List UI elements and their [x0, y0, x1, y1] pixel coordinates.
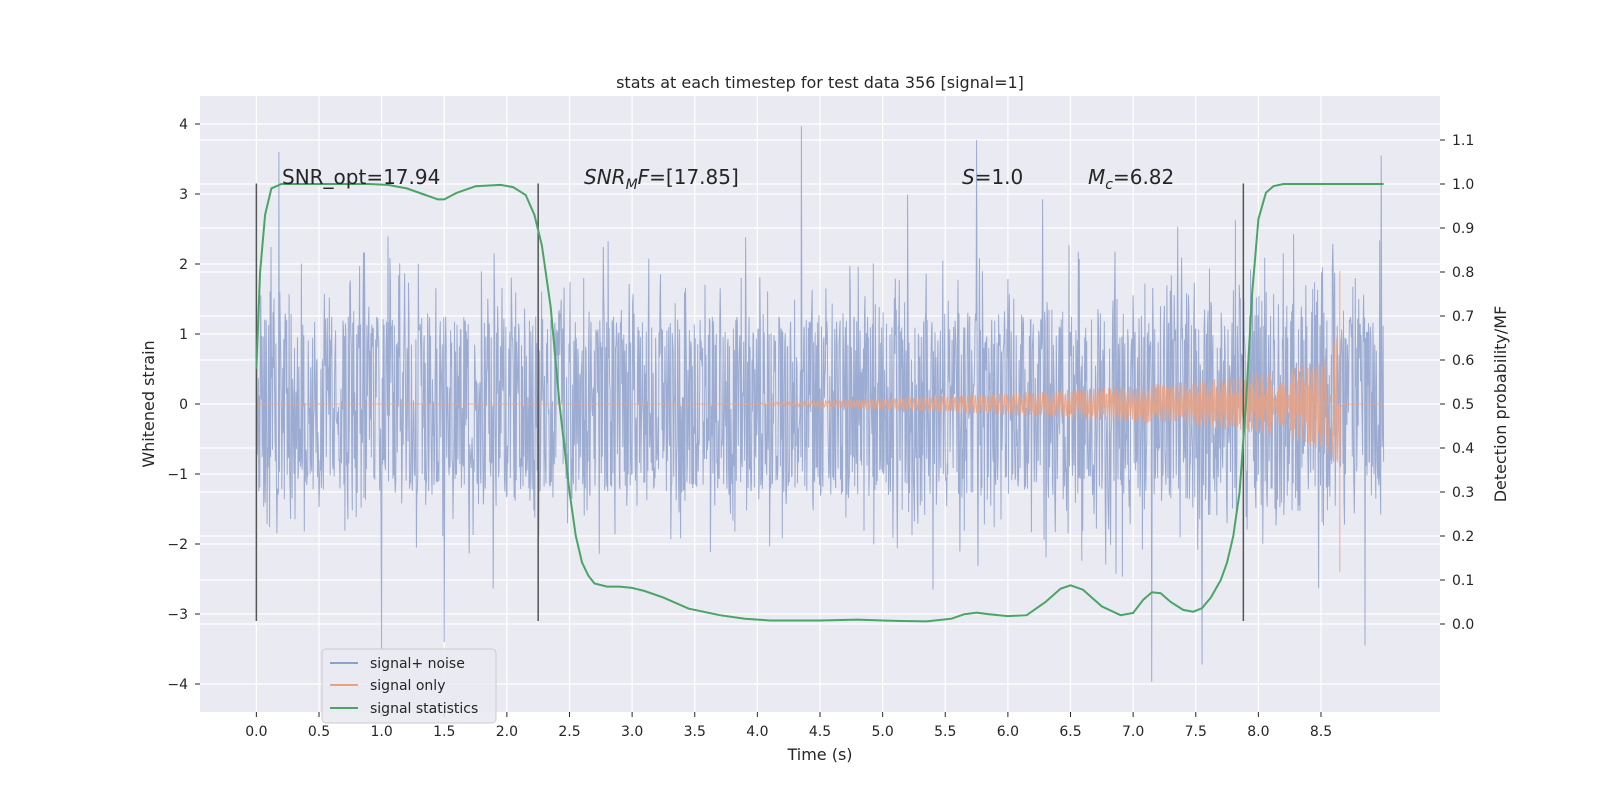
signal-only-series — [256, 271, 1384, 572]
y-right-tick-label: 0.2 — [1452, 529, 1474, 545]
y-left-tick-label: 2 — [179, 257, 188, 273]
x-tick-label: 5.5 — [934, 724, 956, 740]
y-left-tick-label: 0 — [179, 397, 188, 413]
y-right-tick-label: 0.6 — [1452, 353, 1474, 369]
chart-title: stats at each timestep for test data 356… — [616, 73, 1024, 92]
y-right-tick-label: 0.3 — [1452, 485, 1474, 501]
x-axis-ticks: 0.0 0.5 1.0 1.5 2.0 2.5 3.0 3.5 4.0 4.5 5.0 5.5 6.0 6… — [245, 712, 1332, 740]
y-axis-left-ticks: 4 3 2 1 0 −1 −2 −3 −4 — [167, 117, 200, 693]
y-right-tick-label: 1.1 — [1452, 133, 1474, 149]
vertical-markers — [255, 183, 1245, 621]
x-tick-label: 3.0 — [621, 724, 643, 740]
y-axis-right-label: Detection probability/MF — [1491, 306, 1510, 503]
x-tick-label: 1.5 — [433, 724, 455, 740]
x-tick-label: 6.0 — [997, 724, 1019, 740]
x-tick-label: 0.5 — [308, 724, 330, 740]
x-tick-label: 4.5 — [809, 724, 831, 740]
y-right-tick-label: 0.9 — [1452, 221, 1474, 237]
signal-statistics-series — [255, 183, 1384, 623]
plot-content — [255, 126, 1385, 682]
x-tick-label: 0.0 — [245, 724, 267, 740]
annotation-s-value: =1.0 — [975, 165, 1024, 189]
y-left-tick-label: −2 — [167, 537, 188, 553]
legend-label-noise: signal+ noise — [370, 656, 465, 672]
x-axis-label: Time (s) — [786, 745, 852, 764]
x-tick-label: 1.0 — [370, 724, 392, 740]
signal-plus-noise-series — [255, 126, 1385, 682]
x-tick-label: 7.0 — [1122, 724, 1144, 740]
x-tick-label: 4.0 — [746, 724, 768, 740]
y-left-tick-label: 4 — [179, 117, 188, 133]
legend-box — [321, 648, 497, 724]
y-left-tick-label: −4 — [167, 677, 188, 693]
y-right-tick-label: 0.4 — [1452, 441, 1474, 457]
legend-label-stats: signal statistics — [370, 701, 478, 717]
y-left-tick-label: −3 — [167, 607, 188, 623]
x-tick-label: 2.5 — [558, 724, 580, 740]
y-axis-right-ticks: 1.1 1.0 0.9 0.8 0.7 0.6 0.5 0.4 0.3 0.2 0.1 0.0 — [1440, 133, 1474, 633]
legend-label-signal: signal only — [370, 678, 445, 694]
y-axis-left-label: Whitened strain — [139, 340, 158, 467]
y-left-tick-label: −1 — [167, 467, 188, 483]
y-right-tick-label: 0.7 — [1452, 309, 1474, 325]
y-right-tick-label: 0.8 — [1452, 265, 1474, 281]
y-left-tick-label: 3 — [179, 187, 188, 203]
x-tick-label: 7.5 — [1185, 724, 1207, 740]
x-tick-label: 5.0 — [871, 724, 893, 740]
y-right-tick-label: 1.0 — [1452, 177, 1474, 193]
annotation-snr-mf: SNRMF=[17.85] — [584, 165, 739, 193]
y-right-tick-label: 0.1 — [1452, 573, 1474, 589]
annotation-s: S=1.0 — [962, 165, 1023, 189]
x-tick-label: 2.0 — [496, 724, 518, 740]
legend: signal+ noise signal only signal statist… — [321, 648, 497, 724]
y-right-tick-label: 0.5 — [1452, 397, 1474, 413]
annotation-snr-opt: SNR_opt=17.94 — [282, 165, 440, 189]
annotation-mc: Mc=6.82 — [1088, 165, 1174, 193]
x-tick-label: 8.5 — [1310, 724, 1332, 740]
x-tick-label: 6.5 — [1059, 724, 1081, 740]
x-tick-label: 8.0 — [1247, 724, 1269, 740]
annotation-snr-mf-value: =[17.85] — [649, 165, 739, 189]
x-tick-label: 3.5 — [684, 724, 706, 740]
annotation-mc-value: =6.82 — [1113, 165, 1174, 189]
y-right-tick-label: 0.0 — [1452, 617, 1474, 633]
y-left-tick-label: 1 — [179, 327, 188, 343]
